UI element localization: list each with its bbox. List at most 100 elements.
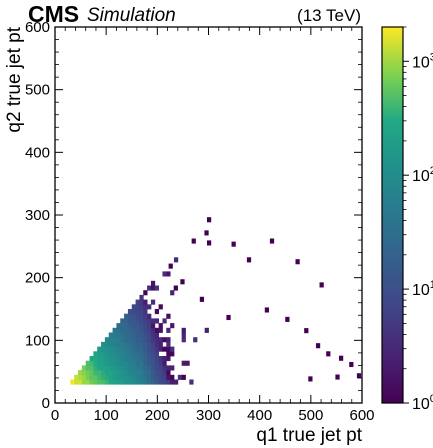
heatmap-bin <box>170 374 175 380</box>
y-tick-label: 100 <box>25 332 50 349</box>
heatmap-bin <box>166 271 171 277</box>
heatmap-bin <box>97 351 102 357</box>
x-tick-label: 400 <box>247 407 272 424</box>
heatmap-bin <box>89 365 94 371</box>
heatmap-bin <box>177 374 183 380</box>
heatmap-bin <box>108 346 113 352</box>
heatmap-bin <box>120 327 125 333</box>
heatmap-bin <box>150 351 156 357</box>
heatmap-bin <box>166 370 171 376</box>
heatmap-bin <box>127 370 133 376</box>
heatmap-bin <box>78 370 83 376</box>
heatmap-bin <box>147 318 152 324</box>
heatmap-bin <box>158 304 163 310</box>
heatmap-bin <box>154 374 160 380</box>
heatmap-bin <box>139 304 144 310</box>
heatmap-bin <box>93 351 98 357</box>
heatmap-bin <box>120 341 125 347</box>
heatmap-bin <box>158 360 163 366</box>
heatmap-bin <box>135 299 140 305</box>
heatmap-bin <box>131 360 136 366</box>
heatmap-bin <box>120 351 125 357</box>
heatmap-bin <box>170 346 175 352</box>
heatmap-bin <box>131 323 136 329</box>
heatmap-bin <box>147 360 152 366</box>
heatmap-bin <box>97 360 102 366</box>
heatmap-bin <box>131 313 136 319</box>
heatmap-bin <box>112 327 117 333</box>
heatmap-bin <box>127 356 133 362</box>
heatmap-bin <box>150 318 156 324</box>
heatmap-bin <box>112 337 117 343</box>
heatmap-bin <box>74 379 79 385</box>
heatmap-bin <box>143 365 148 371</box>
heatmap-bin <box>166 337 171 343</box>
heatmap-bin <box>101 360 106 366</box>
heatmap-bin <box>116 370 121 376</box>
heatmap-bin <box>127 351 133 357</box>
heatmap-bin <box>124 327 129 333</box>
heatmap-bin <box>173 379 179 385</box>
heatmap-bin <box>101 370 106 376</box>
heatmap-bin <box>124 370 129 376</box>
heatmap-bin <box>139 370 144 376</box>
heatmap-bin <box>158 365 163 371</box>
heatmap-bin <box>127 360 133 366</box>
heatmap-bin <box>147 304 152 310</box>
heatmap-bin <box>108 370 113 376</box>
heatmap-bin <box>93 370 98 376</box>
heatmap-bin <box>131 318 136 324</box>
heatmap-bin <box>104 370 110 376</box>
heatmap-bin <box>112 341 117 347</box>
heatmap-bin <box>154 332 160 338</box>
heatmap-bin <box>170 290 175 296</box>
heatmap-bin <box>150 323 156 329</box>
heatmap-bin <box>104 374 110 380</box>
heatmap-bin <box>147 327 152 333</box>
heatmap-bin <box>143 290 148 296</box>
heatmap-bin <box>131 332 136 338</box>
heatmap-bin <box>319 282 324 288</box>
heatmap-bin <box>127 374 133 380</box>
heatmap-bin <box>147 337 152 343</box>
heatmap-bin <box>135 327 140 333</box>
heatmap-bin <box>143 370 148 376</box>
heatmap-bin <box>143 309 148 315</box>
x-tick-label: 300 <box>196 407 221 424</box>
heatmap-bin <box>162 379 167 385</box>
heatmap-bin <box>81 379 87 385</box>
heatmap-bin <box>89 360 94 366</box>
x-axis-label: q1 true jet pt <box>256 425 362 446</box>
heatmap-bin <box>108 365 113 371</box>
heatmap-bin <box>139 374 144 380</box>
heatmap-bin <box>124 337 129 343</box>
heatmap-bin <box>112 365 117 371</box>
heatmap-bin <box>166 374 171 380</box>
heatmap-bin <box>139 294 144 300</box>
heatmap-bin <box>166 346 171 352</box>
heatmap-bin <box>150 374 156 380</box>
heatmap-bin <box>143 323 148 329</box>
heatmap-bin <box>108 356 113 362</box>
heatmap-bin <box>150 356 156 362</box>
colorbar-ticks: 100 101 102 103 <box>403 26 433 413</box>
heatmap-bin <box>127 318 133 324</box>
heatmap-bin <box>308 376 313 382</box>
heatmap-bin <box>81 370 87 376</box>
heatmap-bin <box>135 351 140 357</box>
heatmap-bin <box>124 379 129 385</box>
heatmap-bin <box>116 356 121 362</box>
heatmap-bin <box>158 327 163 333</box>
heatmap-bin <box>139 327 144 333</box>
heatmap-bin <box>173 285 178 291</box>
heatmap-bin <box>158 374 163 380</box>
heatmap-bin <box>143 332 148 338</box>
heatmap-bin <box>124 351 129 357</box>
heatmap-bin <box>173 257 179 263</box>
heatmap-bin <box>124 365 129 371</box>
heatmap-bin <box>120 370 125 376</box>
heatmap-bin <box>150 337 156 343</box>
heatmap-bin <box>135 360 140 366</box>
heatmap-bin <box>269 238 275 244</box>
